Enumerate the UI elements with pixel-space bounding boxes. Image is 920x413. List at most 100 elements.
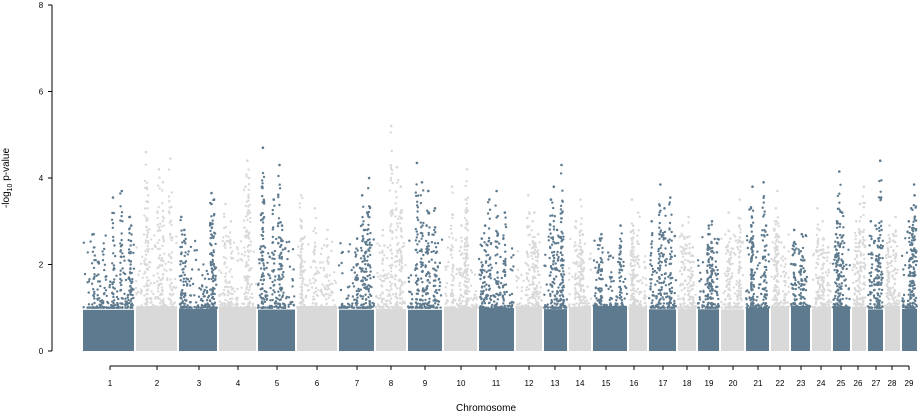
snp-point — [132, 296, 135, 300]
snp-point — [598, 306, 602, 309]
snp-point — [573, 287, 577, 290]
snp-point — [728, 252, 732, 255]
snp-point — [614, 306, 617, 309]
snp-point — [372, 275, 375, 279]
snp-point — [579, 287, 583, 291]
snp-point — [681, 255, 685, 258]
snp-point — [451, 237, 454, 240]
snp-point — [428, 275, 431, 278]
snp-point — [706, 279, 709, 283]
snp-point — [404, 264, 407, 267]
snp-point — [609, 302, 612, 305]
snp-point — [363, 257, 366, 260]
snp-point — [362, 303, 365, 306]
chromosome-2-dense-points — [136, 306, 177, 351]
snp-point — [112, 304, 115, 307]
snp-point — [162, 298, 165, 301]
snp-point — [663, 306, 666, 309]
snp-point — [475, 296, 478, 299]
snp-point — [650, 301, 653, 305]
snp-point — [169, 303, 172, 306]
top-snp-point — [792, 241, 796, 245]
snp-point — [782, 302, 785, 305]
snp-point — [624, 306, 627, 309]
snp-point — [327, 296, 330, 299]
snp-point — [367, 284, 370, 287]
snp-point — [557, 257, 560, 261]
snp-point — [281, 228, 284, 232]
snp-point — [496, 232, 500, 236]
snp-point — [657, 301, 661, 304]
snp-point — [368, 241, 372, 244]
snp-point — [124, 304, 127, 307]
snp-point — [213, 302, 216, 305]
snp-point — [551, 214, 554, 217]
snp-point — [657, 292, 660, 296]
snp-point — [220, 271, 223, 274]
snp-point — [651, 267, 654, 271]
snp-point — [259, 247, 262, 251]
snp-point — [369, 253, 372, 257]
snp-point — [129, 306, 132, 309]
snp-point — [395, 196, 398, 199]
snp-point — [579, 222, 583, 226]
snp-point — [739, 249, 742, 252]
snp-point — [600, 268, 604, 271]
snp-point — [127, 248, 131, 251]
snp-point — [528, 297, 531, 300]
snp-point — [389, 225, 392, 228]
snp-point — [817, 237, 820, 240]
snp-point — [822, 279, 825, 282]
snp-point — [444, 286, 447, 289]
snp-point — [152, 303, 155, 307]
snp-point — [340, 251, 343, 255]
top-snp-point — [483, 224, 487, 227]
snp-point — [318, 261, 322, 264]
snp-point — [619, 287, 623, 291]
snp-point — [799, 284, 803, 288]
snp-point — [619, 265, 623, 268]
snp-point — [706, 297, 709, 301]
snp-point — [195, 249, 198, 252]
snp-point — [179, 263, 182, 266]
snp-point — [120, 283, 123, 287]
snp-point — [124, 297, 127, 300]
snp-point — [764, 297, 768, 300]
snp-point — [657, 213, 661, 217]
top-snp-point — [630, 198, 634, 201]
snp-point — [753, 305, 756, 308]
snp-point — [148, 261, 151, 264]
snp-point — [659, 230, 662, 234]
snp-point — [243, 246, 246, 249]
snp-point — [186, 253, 189, 256]
snp-point — [526, 255, 530, 258]
snp-point — [516, 303, 519, 306]
snp-point — [156, 241, 159, 244]
snp-point — [632, 232, 635, 235]
snp-point — [145, 289, 149, 292]
top-snp-point — [710, 220, 714, 223]
snp-point — [746, 289, 749, 292]
snp-point — [416, 206, 420, 209]
snp-point — [802, 306, 805, 309]
snp-point — [211, 295, 215, 299]
snp-point — [752, 277, 755, 281]
top-snp-point — [776, 189, 779, 193]
snp-point — [168, 293, 172, 296]
top-snp-point — [326, 228, 329, 232]
snp-point — [265, 266, 268, 270]
top-snp-point — [600, 232, 603, 236]
snp-point — [699, 271, 702, 274]
snp-point — [633, 303, 636, 306]
snp-point — [459, 253, 463, 257]
snp-point — [784, 284, 787, 287]
snp-point — [119, 192, 122, 195]
snp-point — [244, 306, 247, 309]
snp-point — [292, 303, 295, 307]
snp-point — [152, 274, 155, 277]
snp-point — [747, 291, 751, 294]
snp-point — [553, 256, 556, 260]
snp-point — [496, 214, 499, 218]
snp-point — [773, 306, 776, 309]
snp-point — [780, 241, 783, 244]
